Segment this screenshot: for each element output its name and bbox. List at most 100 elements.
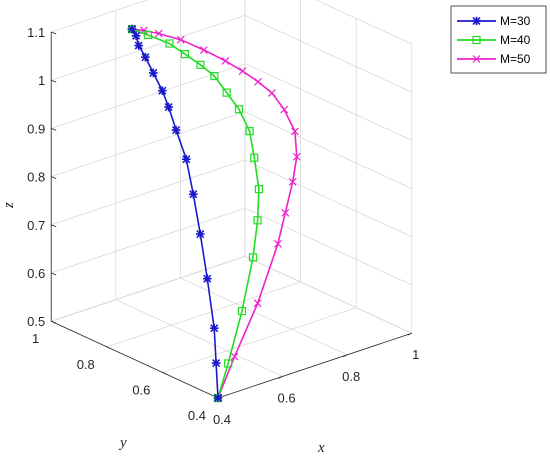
legend-marker bbox=[472, 55, 481, 63]
z-tick-label: 1.1 bbox=[27, 25, 45, 40]
data-point bbox=[176, 35, 185, 44]
grid-sidewall-z bbox=[244, 207, 412, 286]
data-point bbox=[211, 358, 221, 368]
y-tick-label: 1 bbox=[32, 331, 39, 346]
x-tick-label: 0.6 bbox=[278, 390, 296, 405]
y-axis-label: y bbox=[118, 435, 127, 451]
y-tick-label: 0.4 bbox=[188, 408, 206, 423]
x-tick-label: 1 bbox=[412, 347, 419, 362]
side-floor-edge bbox=[244, 256, 412, 334]
legend-item: M=40 bbox=[457, 33, 531, 47]
grid-backwall-z bbox=[51, 111, 246, 177]
data-point bbox=[180, 50, 190, 59]
legend: M=30 M=40 M=50 bbox=[450, 5, 547, 74]
legend-marker bbox=[472, 16, 481, 26]
data-point bbox=[171, 125, 181, 135]
data-point bbox=[165, 39, 174, 48]
grid-sidewall-z bbox=[244, 159, 412, 238]
grid-backwall-z bbox=[51, 207, 246, 274]
y-tick-mark bbox=[106, 346, 111, 350]
z-tick-mark bbox=[51, 79, 57, 83]
data-point bbox=[188, 189, 198, 199]
pane-2 bbox=[245, 0, 412, 334]
series-1 bbox=[127, 25, 264, 403]
data-point bbox=[250, 153, 259, 162]
data-point bbox=[248, 253, 258, 262]
data-point bbox=[127, 24, 137, 34]
legend-item: M=30 bbox=[457, 14, 531, 28]
data-point bbox=[224, 359, 233, 368]
grid-backwall-z bbox=[51, 0, 149, 33]
z-tick-label: 0.7 bbox=[27, 218, 45, 233]
series-line bbox=[131, 28, 298, 399]
data-point bbox=[131, 31, 141, 41]
grid-sidewall-z bbox=[244, 15, 412, 93]
data-point bbox=[148, 68, 158, 78]
y-tick-mark bbox=[162, 372, 167, 375]
data-point bbox=[281, 208, 290, 217]
z-tick-mark bbox=[51, 128, 57, 131]
series-layer bbox=[127, 24, 301, 403]
data-point bbox=[199, 46, 208, 54]
y-tick-label: 0.8 bbox=[77, 357, 95, 372]
grid-sidewall-z bbox=[315, 0, 412, 45]
data-point bbox=[221, 56, 230, 65]
data-point bbox=[274, 239, 282, 248]
data-point bbox=[237, 306, 247, 316]
legend-marker bbox=[472, 35, 481, 45]
data-point bbox=[134, 41, 143, 50]
data-point bbox=[195, 229, 205, 239]
data-point bbox=[209, 323, 219, 333]
x-axis-label: x bbox=[317, 440, 325, 456]
data-point bbox=[213, 393, 223, 403]
grid-floor-y bbox=[162, 307, 357, 373]
grid-floor-y bbox=[106, 281, 301, 348]
grid-backwall-z bbox=[51, 159, 246, 226]
series-line bbox=[131, 28, 260, 399]
data-point bbox=[222, 88, 231, 97]
x-tick-mark bbox=[407, 332, 412, 336]
z-tick-mark bbox=[51, 31, 57, 35]
x-tick-label: 0.4 bbox=[213, 412, 231, 427]
legend-label: M=50 bbox=[500, 52, 531, 66]
data-point bbox=[238, 67, 247, 75]
grid-sidewall-z bbox=[244, 111, 412, 189]
back-floor-edge bbox=[51, 256, 246, 322]
series-2 bbox=[128, 25, 301, 402]
z-tick-label: 0.6 bbox=[27, 266, 45, 281]
data-point bbox=[268, 89, 276, 97]
z-tick-label: 1 bbox=[38, 73, 45, 88]
z-tick-label: 0.5 bbox=[27, 314, 45, 329]
data-point bbox=[254, 77, 262, 86]
data-point bbox=[210, 71, 219, 81]
z-tick-mark bbox=[51, 272, 57, 276]
data-point bbox=[280, 105, 289, 114]
grid-floor-x bbox=[115, 299, 283, 377]
z-tick-label: 0.9 bbox=[27, 121, 45, 136]
z-tick-mark bbox=[51, 176, 57, 179]
x-tick-mark bbox=[278, 376, 283, 379]
legend-label: M=40 bbox=[500, 33, 531, 47]
pane-1 bbox=[51, 0, 245, 322]
data-point bbox=[158, 86, 167, 95]
grid-backwall-z bbox=[51, 15, 246, 81]
legend-label: M=30 bbox=[500, 14, 531, 28]
tick-labels: 0.4 0.6 0.8 1 0.4 0.6 0.8 1 0.5 0.6 0.7 0.8 0.9 1 1.1 bbox=[27, 25, 419, 427]
series-0 bbox=[127, 24, 223, 403]
x-tick-mark bbox=[343, 354, 348, 358]
y-axis-line bbox=[51, 320, 219, 399]
data-point bbox=[202, 274, 212, 283]
data-point bbox=[141, 52, 150, 62]
data-point bbox=[253, 299, 262, 308]
data-point bbox=[292, 152, 301, 161]
z-tick-label: 0.8 bbox=[27, 170, 45, 185]
legend-item: M=50 bbox=[457, 52, 531, 66]
data-point bbox=[164, 102, 173, 112]
data-point bbox=[288, 177, 297, 186]
data-point bbox=[253, 216, 262, 225]
y-tick-label: 0.6 bbox=[132, 382, 150, 397]
legend-box bbox=[450, 5, 547, 74]
x-tick-label: 0.8 bbox=[342, 369, 360, 384]
data-point bbox=[181, 154, 191, 164]
data-point bbox=[196, 60, 205, 69]
